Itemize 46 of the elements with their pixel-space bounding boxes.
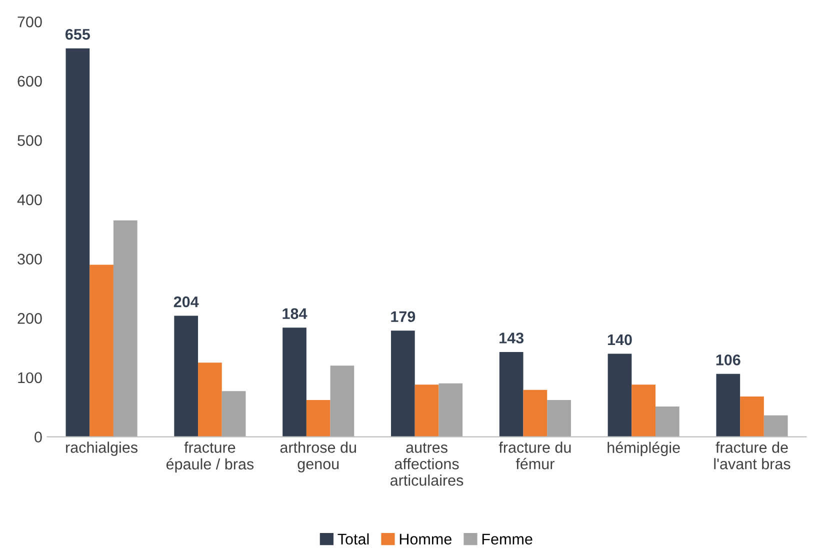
bar — [113, 220, 138, 437]
data-label: 140 — [608, 334, 632, 346]
bar — [608, 354, 632, 437]
bar — [174, 316, 198, 437]
bar — [282, 328, 306, 437]
data-label: 143 — [500, 332, 524, 344]
data-label: 655 — [66, 28, 90, 40]
y-tick-label: 600 — [18, 76, 42, 87]
bar — [306, 400, 330, 437]
bar — [414, 384, 439, 437]
x-tick-label: fracture du fémur — [498, 442, 571, 470]
bar — [222, 391, 246, 437]
x-tick-label: arthrose du genou — [280, 442, 356, 472]
y-tick-label: 500 — [18, 135, 42, 146]
bar — [632, 384, 656, 437]
data-label: 106 — [716, 354, 740, 366]
legend-label: Total — [338, 533, 369, 545]
bar — [499, 352, 524, 437]
x-tick-label: hémiplégie — [608, 442, 680, 456]
bar — [438, 383, 463, 437]
data-label: 179 — [391, 311, 416, 322]
bar — [764, 415, 788, 437]
legend-label: Femme — [482, 534, 532, 545]
x-tick-label: autres affections articulaires — [390, 442, 464, 486]
bar — [656, 406, 680, 437]
bar — [740, 396, 764, 437]
bar — [90, 264, 114, 437]
data-label: 204 — [174, 296, 199, 308]
bar — [523, 390, 548, 437]
y-tick-label: 700 — [18, 16, 42, 28]
bar — [66, 48, 90, 437]
x-tick-label: rachialgies — [66, 442, 138, 456]
y-tick-label: 300 — [18, 254, 42, 265]
bar — [198, 362, 222, 437]
x-tick-label: fracture épaule / bras — [166, 442, 254, 473]
legend-label: Homme — [400, 534, 452, 545]
y-tick-label: 200 — [18, 313, 42, 324]
bar — [716, 374, 740, 437]
y-tick-label: 0 — [34, 432, 42, 442]
bar — [547, 400, 571, 437]
y-tick-label: 400 — [17, 194, 42, 206]
y-tick-label: 100 — [18, 372, 42, 384]
data-label: 184 — [282, 308, 308, 320]
bar — [330, 366, 354, 437]
x-tick-label: fracture de l'avant bras — [714, 442, 790, 470]
bar — [390, 330, 415, 437]
